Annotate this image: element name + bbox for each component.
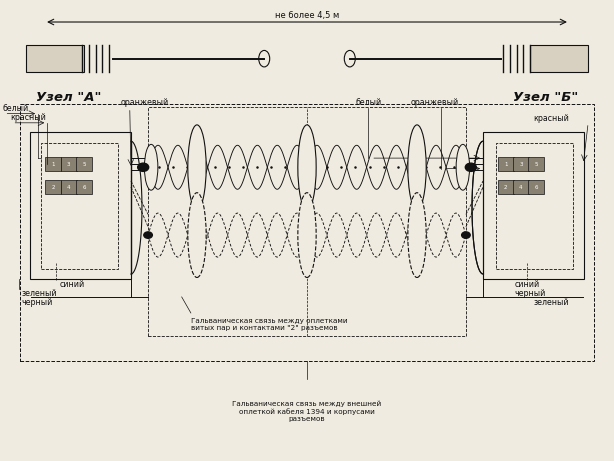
Ellipse shape <box>408 193 426 278</box>
Ellipse shape <box>456 144 470 190</box>
Bar <box>530 45 588 72</box>
Text: Гальваническая связь между оплетками
витых пар и контактами "2" разъемов: Гальваническая связь между оплетками вит… <box>191 318 348 331</box>
Circle shape <box>462 232 470 238</box>
Bar <box>528 157 544 171</box>
Ellipse shape <box>344 50 356 67</box>
Text: синий: синий <box>60 280 85 289</box>
Circle shape <box>144 232 152 238</box>
Text: красный: красный <box>10 113 47 122</box>
Text: 6: 6 <box>534 185 538 190</box>
Bar <box>26 45 84 72</box>
Text: 1: 1 <box>52 162 55 167</box>
Bar <box>41 143 117 269</box>
Text: черный: черный <box>21 298 53 307</box>
Circle shape <box>138 163 149 171</box>
Text: не более 4,5 м: не более 4,5 м <box>275 11 339 20</box>
Bar <box>528 180 544 194</box>
Text: 5: 5 <box>534 162 538 167</box>
Text: белый: белый <box>356 98 382 107</box>
Text: Узел "А": Узел "А" <box>36 91 101 104</box>
Bar <box>61 157 77 171</box>
Text: синий: синий <box>515 280 540 289</box>
Bar <box>76 157 92 171</box>
Text: 3: 3 <box>519 162 523 167</box>
Ellipse shape <box>188 125 206 210</box>
Text: Узел "Б": Узел "Б" <box>513 91 578 104</box>
Bar <box>498 180 513 194</box>
Bar <box>498 157 513 171</box>
Bar <box>20 105 594 361</box>
Text: белый: белый <box>2 104 29 113</box>
Text: 3: 3 <box>67 162 71 167</box>
Text: 2: 2 <box>504 185 507 190</box>
Bar <box>61 180 77 194</box>
Circle shape <box>465 163 476 171</box>
Ellipse shape <box>258 50 270 67</box>
Text: 6: 6 <box>82 185 86 190</box>
Ellipse shape <box>298 125 316 210</box>
Bar <box>30 132 131 278</box>
Text: 5: 5 <box>82 162 86 167</box>
Bar <box>513 157 529 171</box>
Text: черный: черный <box>515 289 546 298</box>
Text: 4: 4 <box>519 185 523 190</box>
Bar <box>76 180 92 194</box>
Text: 1: 1 <box>504 162 507 167</box>
Bar <box>148 107 466 336</box>
Text: зеленый: зеленый <box>533 298 569 307</box>
Bar <box>45 180 61 194</box>
Ellipse shape <box>188 193 206 278</box>
Text: оранжевый: оранжевый <box>120 98 169 107</box>
Bar <box>45 157 61 171</box>
Text: красный: красный <box>533 114 569 123</box>
Bar <box>483 132 584 278</box>
Text: Гальваническая связь между внешней
оплеткой кабеля 1394 и корпусами
разъемов: Гальваническая связь между внешней оплет… <box>232 400 382 421</box>
Text: зеленый: зеленый <box>21 289 57 298</box>
Text: оранжевый: оранжевый <box>411 98 459 107</box>
Text: 2: 2 <box>52 185 55 190</box>
Ellipse shape <box>408 125 426 210</box>
Text: 4: 4 <box>67 185 71 190</box>
Bar <box>497 143 573 269</box>
Ellipse shape <box>144 144 158 190</box>
Bar <box>513 180 529 194</box>
Ellipse shape <box>298 193 316 278</box>
